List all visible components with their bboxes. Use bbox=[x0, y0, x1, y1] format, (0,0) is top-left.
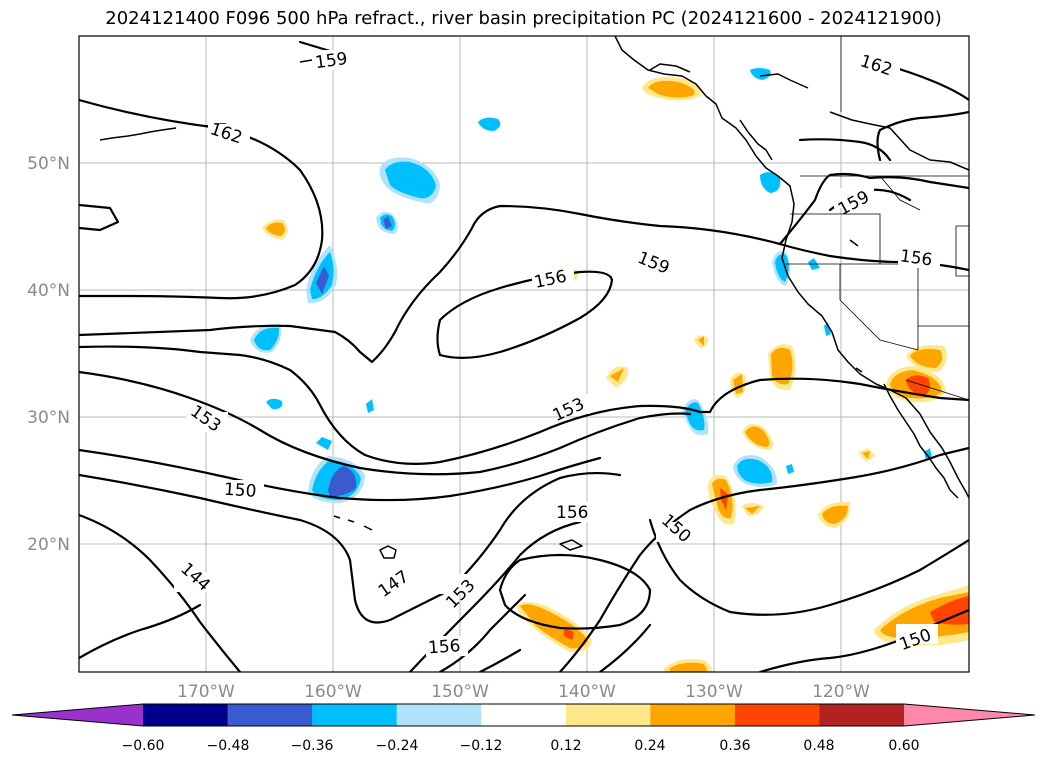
contour-label: 156 bbox=[556, 503, 588, 523]
colorbar-tick-label: −0.12 bbox=[460, 738, 503, 754]
lat-label: 50°N bbox=[27, 154, 70, 174]
colorbar-tick-label: 0.48 bbox=[803, 738, 834, 754]
colorbar-outline bbox=[11, 703, 1036, 727]
latitude-axis: 50°N 40°N 30°N 20°N bbox=[27, 154, 70, 555]
lon-label: 140°W bbox=[558, 682, 616, 702]
precip-negative-areas bbox=[250, 68, 932, 503]
colorbar: −0.60 −0.48 −0.36 −0.24 −0.12 0.12 0.24 … bbox=[11, 703, 1036, 754]
lon-label: 130°W bbox=[685, 682, 743, 702]
colorbar-cell bbox=[143, 704, 229, 726]
colorbar-ticks: −0.60 −0.48 −0.36 −0.24 −0.12 0.12 0.24 … bbox=[122, 738, 920, 754]
map-panel: 159 162 162 159 156 159 156 153 153 150 … bbox=[79, 36, 969, 672]
colorbar-tick-label: 0.12 bbox=[550, 738, 581, 754]
colorbar-cell bbox=[650, 704, 736, 726]
lon-label: 160°W bbox=[304, 682, 362, 702]
colorbar-tick-label: −0.24 bbox=[376, 738, 419, 754]
colorbar-cell bbox=[481, 704, 567, 726]
colorbar-extend-max bbox=[904, 704, 1035, 726]
contour-label: 156 bbox=[899, 246, 934, 270]
colorbar-tick-label: 0.36 bbox=[719, 738, 750, 754]
lat-label: 40°N bbox=[27, 281, 70, 301]
colorbar-tick-label: −0.48 bbox=[207, 738, 250, 754]
contour-labels: 159 162 162 159 156 159 156 153 153 150 … bbox=[174, 49, 940, 658]
colorbar-tick-label: −0.36 bbox=[291, 738, 334, 754]
colorbar-cell bbox=[312, 704, 398, 726]
colorbar-tick-label: 0.60 bbox=[888, 738, 919, 754]
lat-label: 30°N bbox=[27, 408, 70, 428]
map-frame bbox=[78, 35, 970, 673]
colorbar-tick-label: 0.24 bbox=[634, 738, 665, 754]
colorbar-extend-min bbox=[12, 704, 143, 726]
contour-label: 159 bbox=[314, 49, 349, 73]
colorbar-cell bbox=[227, 704, 313, 726]
colorbar-tick-label: −0.60 bbox=[122, 738, 165, 754]
colorbar-cell bbox=[565, 704, 651, 726]
map-title: 2024121400 F096 500 hPa refract., river … bbox=[105, 8, 942, 29]
lon-label: 170°W bbox=[177, 682, 235, 702]
contour-label: 156 bbox=[427, 636, 461, 658]
colorbar-cell bbox=[734, 704, 820, 726]
lon-label: 120°W bbox=[812, 682, 870, 702]
colorbar-cell bbox=[819, 704, 905, 726]
colorbar-cells bbox=[12, 704, 1035, 726]
longitude-axis: 170°W 160°W 150°W 140°W 130°W 120°W bbox=[177, 682, 870, 702]
lat-label: 20°N bbox=[27, 535, 70, 555]
colorbar-cell bbox=[396, 704, 482, 726]
lon-label: 150°W bbox=[431, 682, 489, 702]
contour-label: 150 bbox=[223, 480, 257, 502]
